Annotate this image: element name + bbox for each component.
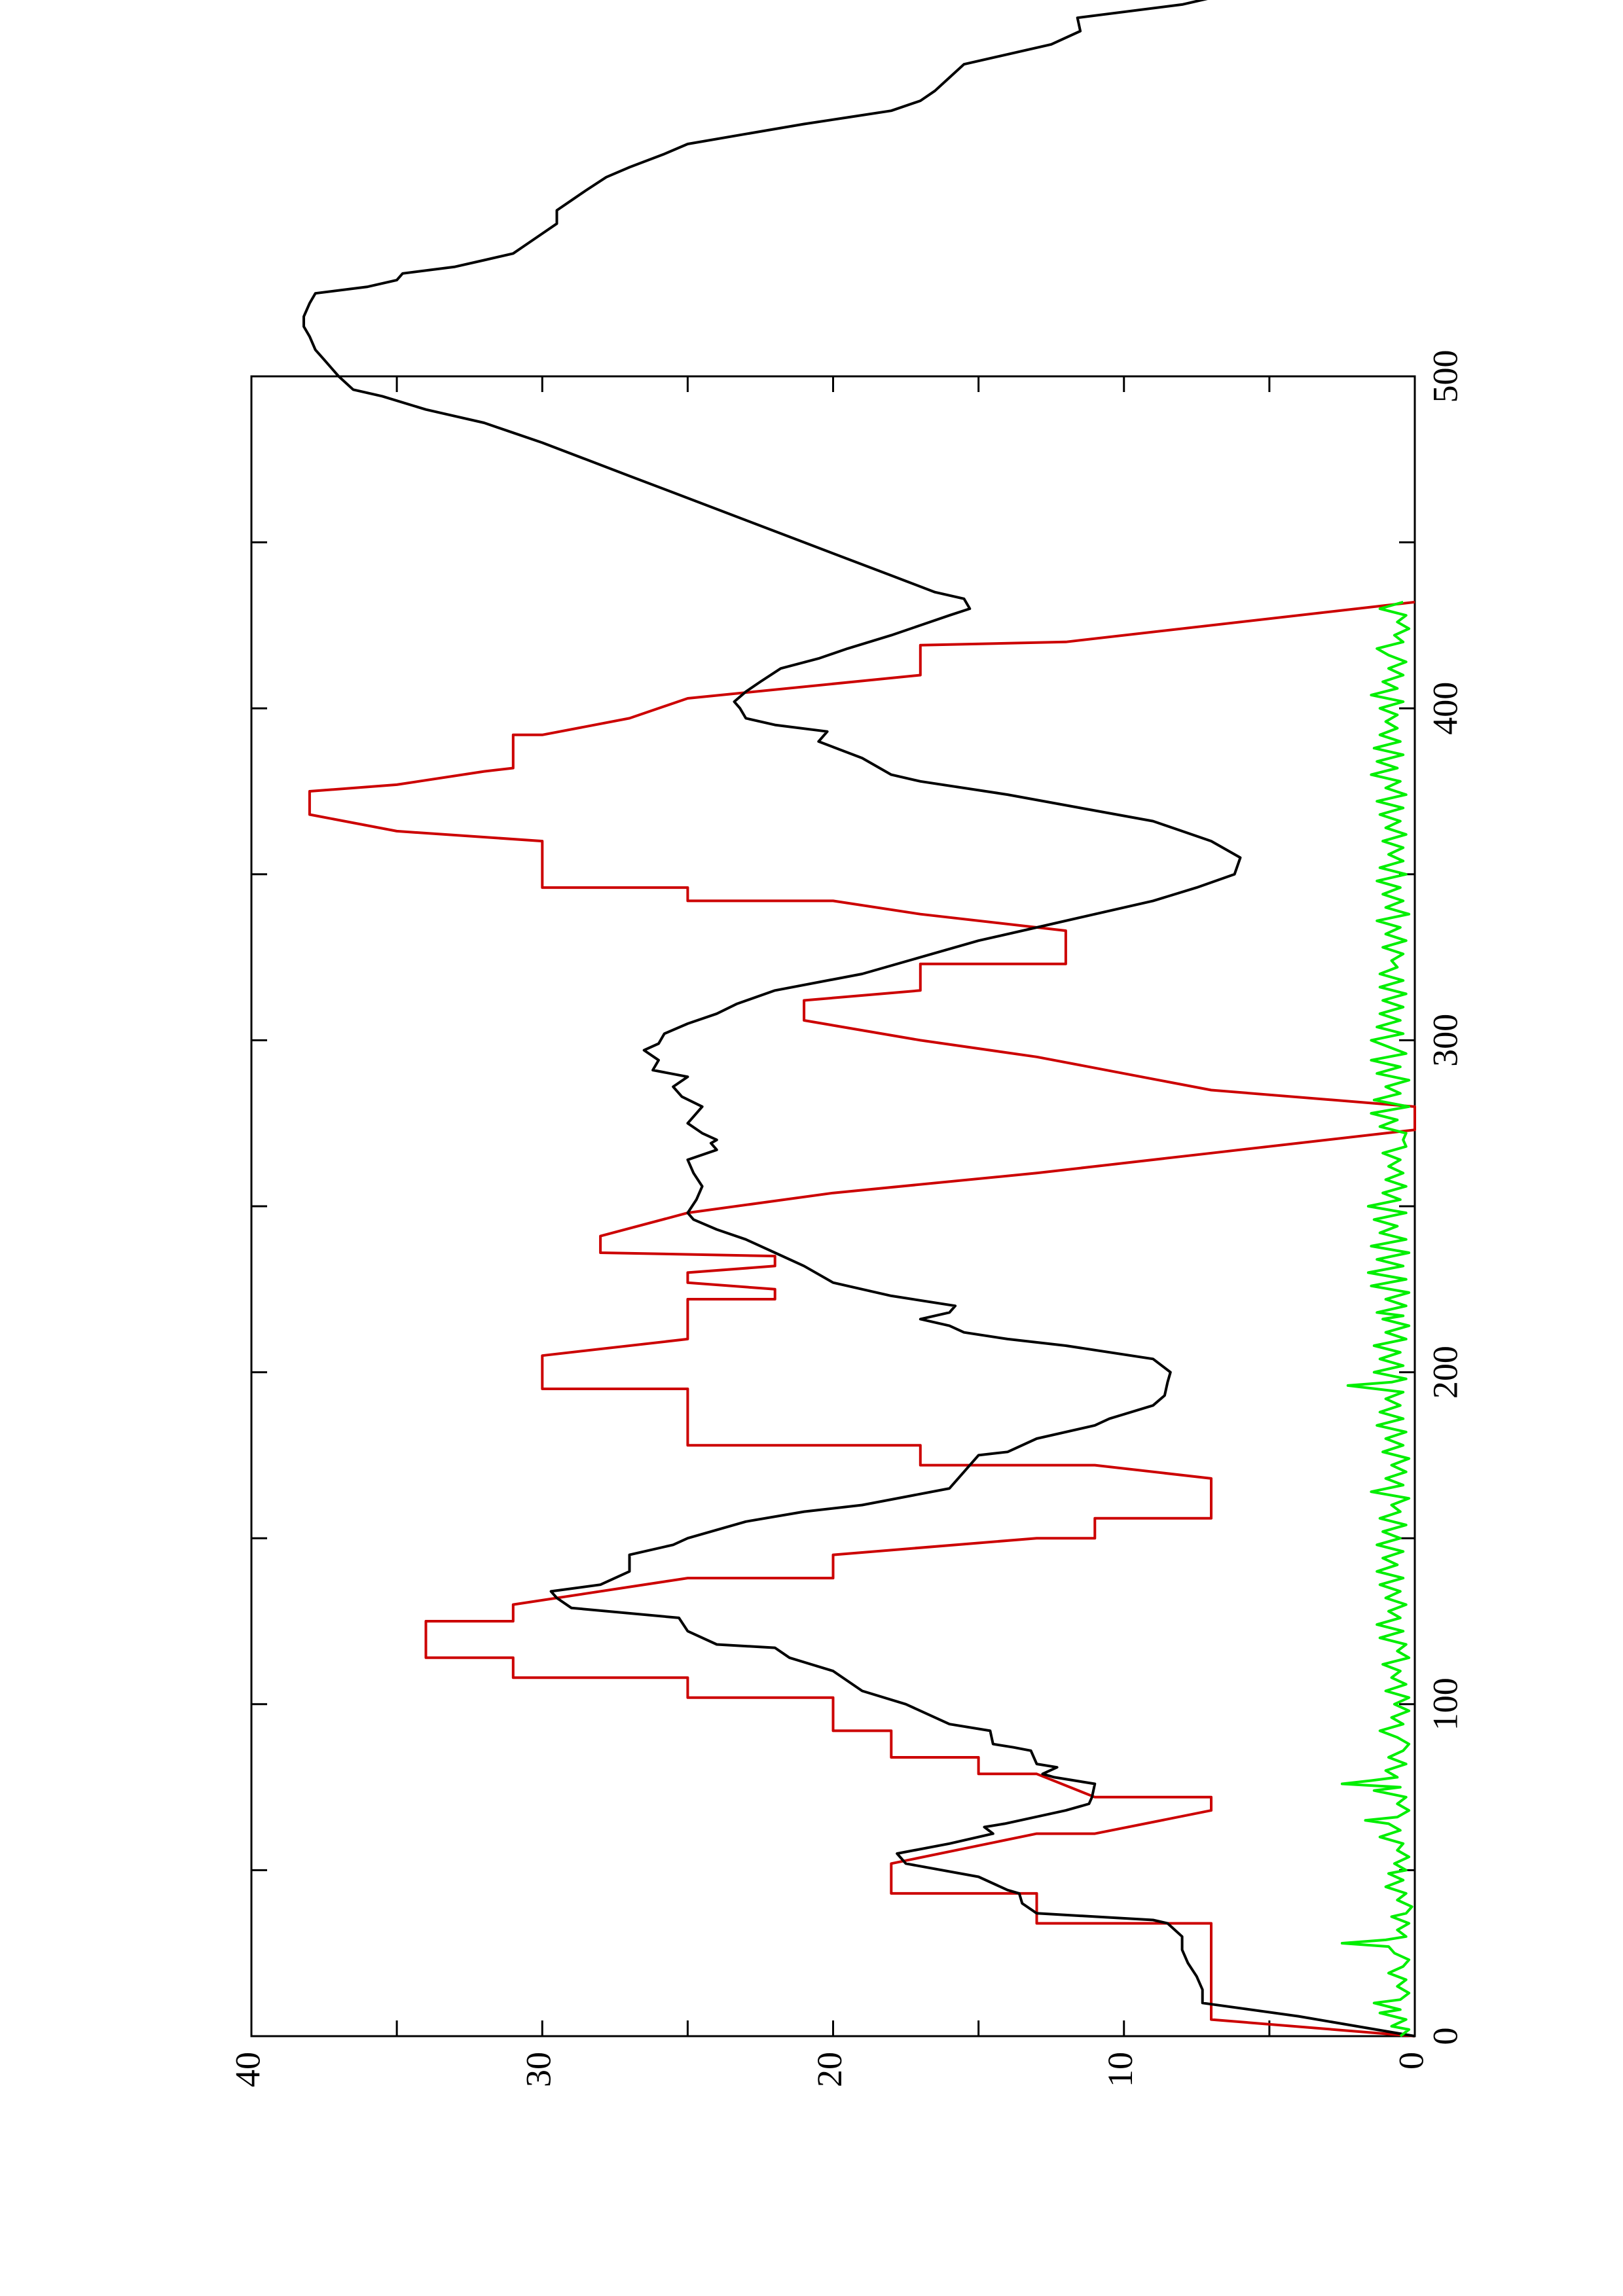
x-tick-label: 200 [1425, 1346, 1465, 1399]
x-tick-label: 500 [1425, 350, 1465, 403]
plot-frame [250, 375, 1416, 2037]
y-tick-label: 40 [228, 2052, 267, 2087]
red-step-series [308, 600, 1416, 2037]
axis-ticks [250, 375, 1416, 2037]
y-tick-label: 30 [519, 2052, 558, 2087]
tick-labels: 0 100 200 300 400 500 0 10 20 30 40 [228, 350, 1465, 2088]
series-layer [302, 0, 1416, 2037]
y-tick-label: 0 [1391, 2052, 1431, 2070]
y-tick-label: 20 [810, 2052, 849, 2087]
y-tick-label: 10 [1101, 2052, 1140, 2087]
x-tick-label: 0 [1425, 2028, 1465, 2045]
x-tick-label: 100 [1425, 1677, 1465, 1731]
x-tick-label: 400 [1425, 682, 1465, 735]
green-residual-series [1340, 600, 1413, 2037]
black-data-series [302, 0, 1415, 2037]
x-tick-label: 300 [1425, 1014, 1465, 1067]
